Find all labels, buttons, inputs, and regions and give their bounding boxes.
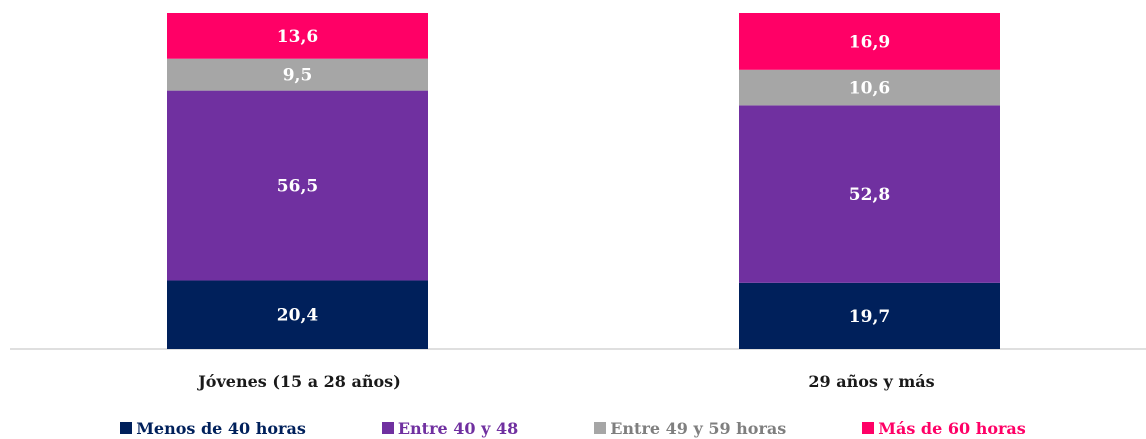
category-tick-label: 29 años y más (808, 372, 934, 391)
legend-swatch (120, 422, 133, 434)
legend-swatch (862, 422, 875, 434)
legend-item: Más de 60 horas (862, 419, 1026, 438)
bar-segment (167, 58, 428, 91)
stacked-bar-chart: 20,4 56,5 9,5 13,6 19,7 52,8 10,6 16,9 Jóvenes … (10, 13, 1146, 391)
legend-item: Entre 40 y 48 (381, 418, 519, 438)
data-label: 52,8 (849, 185, 890, 205)
data-label: 20,4 (277, 306, 319, 326)
legend-item: Entre 49 y 59 horas (594, 419, 786, 438)
category-tick-label: Jóvenes (15 a 28 años) (196, 372, 401, 391)
bar-segment (167, 13, 428, 59)
legend-label: Entre 40 y 48 (397, 418, 519, 438)
bar-segment (167, 90, 428, 281)
bar-segment (739, 105, 1000, 283)
legend: Menos de 40 horas Entre 40 y 48 Entre 49 y… (0, 417, 1146, 439)
data-label: 13,6 (277, 27, 318, 47)
bar-segment (739, 13, 1000, 70)
legend-label: Menos de 40 horas (136, 418, 306, 438)
category-labels-group: Jóvenes (15 a 28 años) 29 años y más (196, 372, 934, 391)
data-label: 16,9 (849, 32, 890, 52)
data-label: 9,5 (283, 66, 313, 86)
data-label: 19,7 (849, 307, 890, 327)
bar-segment (739, 282, 1000, 349)
bar-segment (167, 280, 428, 349)
bars-group: 20,4 56,5 9,5 13,6 19,7 52,8 10,6 16,9 (167, 13, 1000, 349)
legend-swatch (381, 422, 394, 434)
data-label: 10,6 (849, 79, 890, 99)
bar-segment (739, 69, 1000, 106)
legend-label: Entre 49 y 59 horas (610, 418, 787, 438)
data-label: 56,5 (277, 177, 318, 197)
legend-item: Menos de 40 horas (120, 419, 306, 438)
legend-label: Más de 60 horas (878, 418, 1026, 438)
legend-swatch (594, 422, 607, 434)
